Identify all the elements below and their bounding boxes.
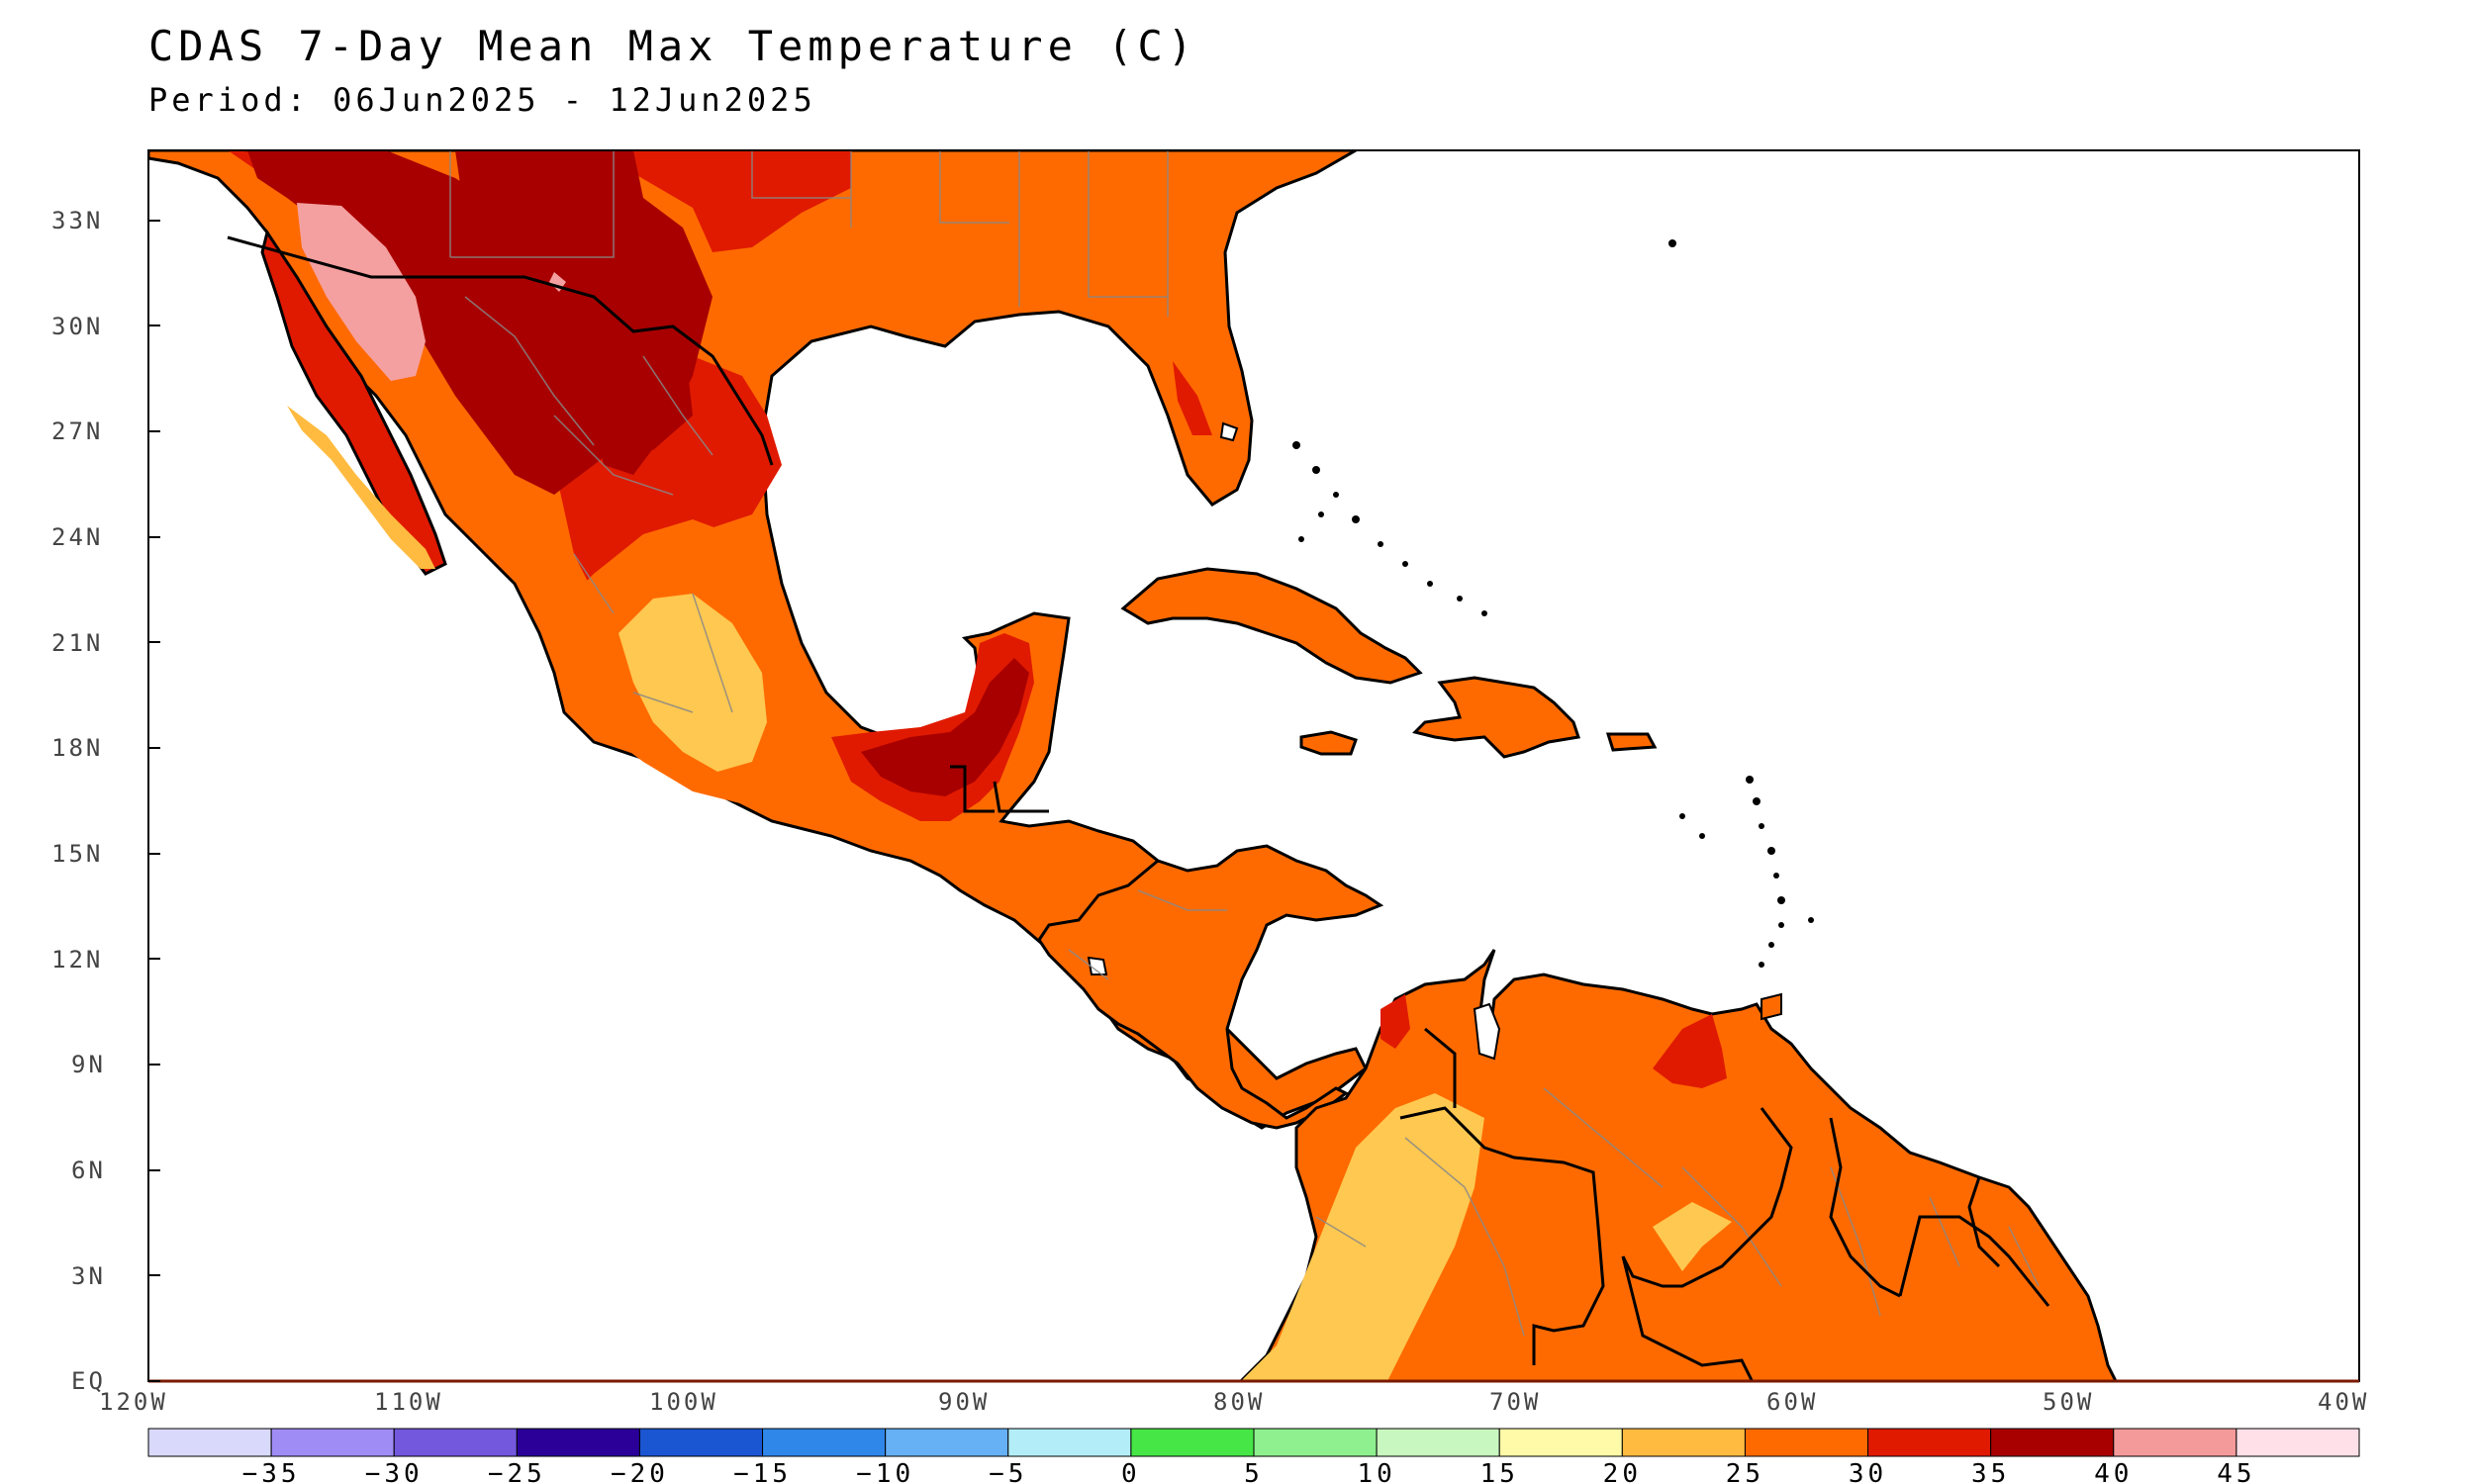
lat-ticks xyxy=(148,220,160,1382)
colorbar-swatch xyxy=(762,1428,887,1457)
zone-20-25-central-mexico xyxy=(618,594,767,772)
colorbar-label: 15 xyxy=(1480,1459,1519,1484)
map-title: CDAS 7-Day Mean Max Temperature (C) xyxy=(148,22,1198,70)
baja-peninsula xyxy=(260,229,447,576)
cuba xyxy=(1120,567,1423,685)
lake-maracaibo xyxy=(1473,1002,1501,1061)
bermuda-dot xyxy=(1668,239,1676,247)
lon-label-100w: 100W xyxy=(649,1388,718,1416)
colorbar-swatch xyxy=(1376,1428,1500,1457)
colorbar-swatch xyxy=(2236,1428,2360,1457)
lat-label-9n: 9N xyxy=(71,1051,106,1078)
colorbar-label: 35 xyxy=(1971,1459,2010,1484)
lon-label-120w: 120W xyxy=(99,1388,168,1416)
zone-20-25-guyana xyxy=(1653,1202,1732,1271)
florida-lake xyxy=(1219,421,1239,442)
lat-label-6n: 6N xyxy=(71,1157,106,1184)
hispaniola xyxy=(1412,676,1580,759)
colorbar-swatch xyxy=(1498,1428,1623,1457)
lon-label-40w: 40W xyxy=(2318,1388,2369,1416)
colorbar-label: −10 xyxy=(856,1459,914,1484)
colorbar-label: 40 xyxy=(2094,1459,2133,1484)
lesser-antilles xyxy=(1679,776,1814,968)
trinidad xyxy=(1760,992,1782,1021)
lon-label-70w: 70W xyxy=(1489,1388,1541,1416)
zone-30-35-colombia-north xyxy=(1380,994,1410,1049)
colorbar-swatch xyxy=(1130,1428,1255,1457)
lat-label-12n: 12N xyxy=(51,946,103,974)
colorbar-swatch xyxy=(1744,1428,1869,1457)
colorbar-label: 0 xyxy=(1121,1459,1141,1484)
state-borders xyxy=(449,150,2040,1337)
colorbar-label: 30 xyxy=(1849,1459,1887,1484)
colorbar-swatch xyxy=(2113,1428,2237,1457)
lon-label-80w: 80W xyxy=(1213,1388,1265,1416)
colorbar-swatch xyxy=(1253,1428,1378,1457)
colorbar-label: 5 xyxy=(1244,1459,1264,1484)
puerto-rico xyxy=(1605,732,1658,752)
lat-label-3n: 3N xyxy=(71,1262,106,1290)
lake-nicaragua xyxy=(1087,956,1108,975)
colorbar-label: 20 xyxy=(1603,1459,1642,1484)
colorbar-swatch xyxy=(1867,1428,1992,1457)
colorbar-swatch xyxy=(885,1428,1009,1457)
lat-label-27n: 27N xyxy=(51,417,103,445)
colorbar-label: 25 xyxy=(1726,1459,1764,1484)
bahamas xyxy=(1292,441,1487,616)
colorbar-swatch xyxy=(1007,1428,1132,1457)
lat-labels: EQ 3N 6N 9N 12N 15N 18N 21N 24N 27N 30N … xyxy=(51,207,106,1395)
south-america xyxy=(1238,949,2118,1381)
central-america xyxy=(1037,844,1384,1130)
zone-35-40-texas xyxy=(564,257,693,450)
colorbar-label: 45 xyxy=(2217,1459,2255,1484)
colorbar-swatch xyxy=(270,1428,395,1457)
colorbar-label: −5 xyxy=(989,1459,1027,1484)
lat-label-eq: EQ xyxy=(71,1367,106,1395)
lat-label-18n: 18N xyxy=(51,734,103,762)
lat-label-30n: 30N xyxy=(51,313,103,340)
jamaica xyxy=(1299,730,1358,756)
lon-label-110w: 110W xyxy=(374,1388,443,1416)
lon-label-60w: 60W xyxy=(1766,1388,1818,1416)
zone-40-45 xyxy=(297,203,426,381)
national-borders xyxy=(227,235,2050,1381)
colorbar-swatch xyxy=(516,1428,640,1457)
colorbar-swatch xyxy=(1990,1428,2115,1457)
lon-label-90w: 90W xyxy=(938,1388,990,1416)
lat-label-15n: 15N xyxy=(51,840,103,868)
colorbar-swatch xyxy=(147,1428,272,1457)
colorbar-label: −30 xyxy=(365,1459,424,1484)
zone-30-35-venezuela xyxy=(1653,1014,1727,1088)
colorbar-swatch xyxy=(393,1428,518,1457)
lon-labels: 120W 110W 100W 90W 80W 70W 60W 50W 40W xyxy=(99,1388,2369,1416)
zone-35-40-yucatan xyxy=(861,658,1029,796)
lat-label-33n: 33N xyxy=(51,207,103,234)
zone-20-25-colombia xyxy=(1241,1093,1484,1381)
colorbar-swatch xyxy=(1621,1428,1746,1457)
colorbar-label: −15 xyxy=(733,1459,792,1484)
lon-label-50w: 50W xyxy=(2043,1388,2094,1416)
lat-label-24n: 24N xyxy=(51,523,103,551)
colorbar-label: −25 xyxy=(488,1459,546,1484)
colorbar-label: −20 xyxy=(611,1459,669,1484)
map-period: Period: 06Jun2025 - 12Jun2025 xyxy=(148,81,816,119)
colorbar-label: −35 xyxy=(242,1459,301,1484)
baja-tip-zone xyxy=(287,406,435,569)
colorbar-label: 10 xyxy=(1357,1459,1395,1484)
map-field xyxy=(148,150,2118,1381)
colorbar-swatch xyxy=(638,1428,764,1457)
colorbar: −35 −30 −25 −20 −15 −10 −5 0 5 10 15 20 25 30 35 40 45 xyxy=(147,1428,2360,1484)
lat-label-21n: 21N xyxy=(51,629,103,657)
florida-zone-30-35 xyxy=(1173,361,1212,435)
